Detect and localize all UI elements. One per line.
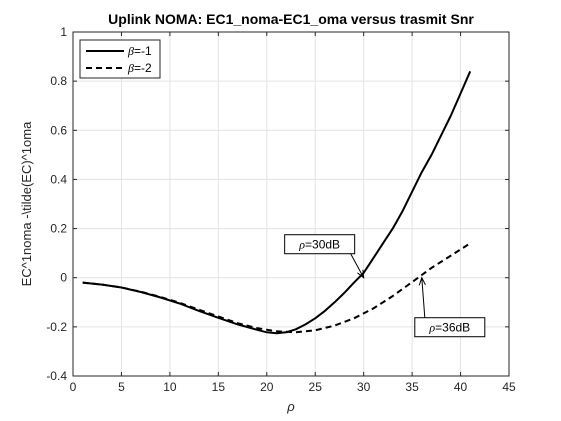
y-tick-label: -0.2 [46,320,67,334]
y-tick-label: 0.6 [50,123,67,137]
plot-area [72,31,510,377]
legend-symbol-series-1: β [127,44,134,58]
annotation-value: =30dB [305,238,340,252]
x-tick-label: 0 [70,380,77,394]
annotation-symbol: ρ [428,321,435,335]
ticks: 0 5 10 15 20 25 30 35 40 45 -0.4 -0.2 0 0.2 0.4 0.6 0.8 1 [46,25,516,394]
y-tick-label: 0 [60,271,67,285]
annotation-arrow-head [357,269,365,279]
series-line-2 [82,242,471,334]
x-tick-label: 5 [118,380,125,394]
y-tick-label: -0.4 [46,369,67,383]
annotation-box [414,317,486,338]
x-tick-label: 30 [357,380,371,394]
x-tick-label: 25 [309,380,323,394]
y-tick-label: 0.2 [50,222,67,236]
annotation-arrow-head [418,276,426,286]
chart-title: Uplink NOMA: EC1_noma-EC1_oma versus tra… [108,11,474,27]
y-axis-label: EC^1noma -\tilde(EC)^1oma [19,121,34,286]
x-tick-label: 20 [260,380,274,394]
y-tick-label: 0.4 [50,172,67,186]
annotation-label: ρ=30dB [298,238,340,252]
legend-label-series-2: β=-2 [127,61,152,75]
legend-box [79,39,161,79]
x-tick-label: 10 [163,380,177,394]
annotation-box [284,234,356,255]
legend-label-series-1: β=-1 [127,44,152,58]
x-tick-label: 15 [212,380,226,394]
y-tick-label: 1 [60,25,67,39]
annotation-value: =36dB [435,321,470,335]
legend-symbol-series-2: β [127,61,134,75]
legend: β=-1 β=-2 [79,39,161,79]
series-layer [82,70,472,335]
annotation-symbol: ρ [298,238,305,252]
annotation-label: ρ=36dB [428,321,470,335]
annotation-1: ρ=30dB [284,234,365,279]
legend-value-series-2: =-2 [134,61,152,75]
annotation-arrow-line [421,277,426,318]
x-tick-label: 35 [405,380,419,394]
x-axis-label: ρ [286,399,295,414]
annotation-2: ρ=36dB [414,276,486,338]
y-tick-label: 0.8 [50,74,67,88]
legend-value-series-1: =-1 [134,44,152,58]
annotation-arrow-line [350,253,365,278]
x-tick-label: 40 [454,380,468,394]
x-tick-label: 45 [502,380,516,394]
